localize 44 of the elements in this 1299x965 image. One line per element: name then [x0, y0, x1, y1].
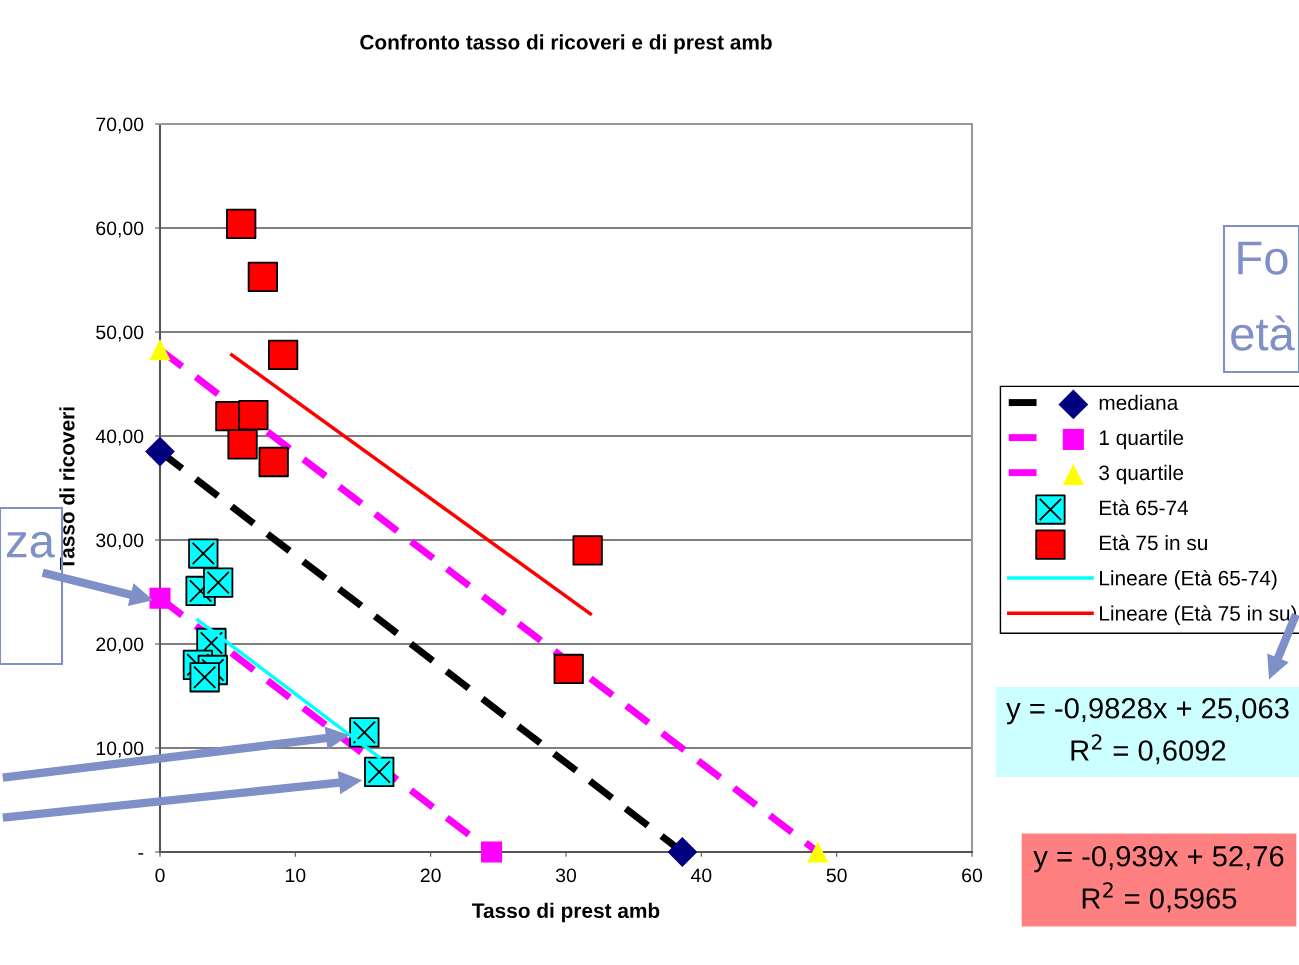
x-tick-label: 0	[155, 868, 165, 883]
text: y = -0,9828x + 25,063 R$^{2}$ = 0,6092	[1006, 697, 1289, 765]
x-tick-label: 50	[826, 868, 847, 883]
point	[227, 429, 258, 460]
point	[238, 400, 269, 431]
y-tick-label: -	[138, 853, 144, 855]
point	[553, 653, 584, 685]
legend-label: Età 75 in su	[1100, 534, 1207, 551]
legend-label: 1 quartile	[1099, 429, 1184, 450]
y-tick-label: 20,00	[96, 637, 144, 654]
legend-label: Età 65-74	[1100, 499, 1189, 516]
point	[226, 208, 257, 239]
point	[188, 538, 219, 569]
x-tick-label: 30	[555, 868, 577, 883]
y-tick-label: 10,00	[96, 741, 144, 758]
point	[364, 756, 395, 788]
text: età	[1231, 315, 1295, 351]
point	[268, 339, 299, 371]
y-tick-label: 70,00	[96, 117, 144, 134]
x-tick-label: 60	[962, 868, 983, 883]
y-tick-label: 60,00	[96, 221, 144, 238]
point	[247, 261, 278, 293]
point	[189, 662, 220, 693]
y-tick-label: 50,00	[96, 325, 144, 342]
x-axis-title: Tasso di prest amb	[472, 902, 660, 923]
point	[145, 436, 175, 467]
y-tick-label: 40,00	[95, 429, 144, 446]
text: Fo	[1238, 241, 1288, 275]
chart-title: Confronto tasso di ricoveri e di prest amb	[360, 34, 772, 54]
point	[258, 446, 289, 478]
text: za	[6, 531, 55, 558]
text: y = -0,939x + 52,76 R$^{2}$ = 0,5965	[1033, 845, 1284, 913]
x-tick-label: 20	[420, 868, 441, 883]
point	[572, 535, 603, 566]
point	[481, 841, 503, 863]
legend-label: 3 quartile	[1099, 464, 1184, 485]
point	[667, 837, 698, 867]
point	[149, 587, 171, 609]
x-tick-label: 10	[286, 868, 306, 883]
x-tick-label: 40	[690, 868, 712, 883]
legend-label: mediana	[1099, 394, 1179, 411]
y-tick-label: 30,00	[96, 533, 144, 550]
legend-label: Lineare (Età 65-74)	[1100, 569, 1277, 590]
point	[203, 567, 234, 598]
